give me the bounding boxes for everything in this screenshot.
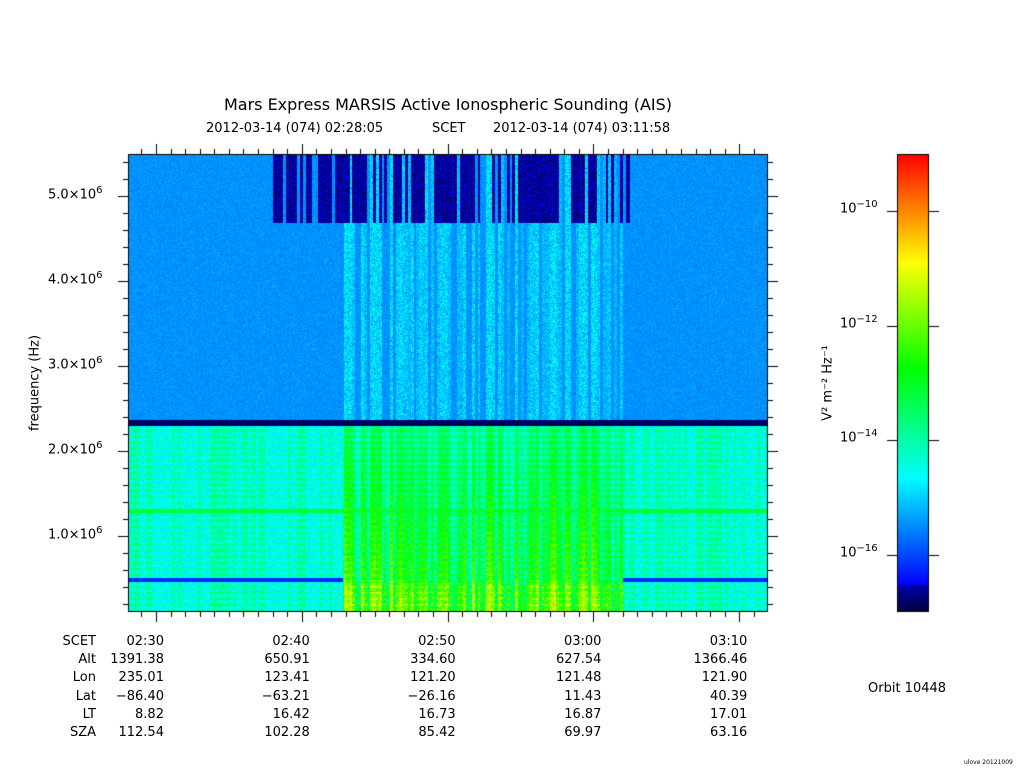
table-cell: 235.01: [118, 670, 164, 686]
table-cell: −63.21: [261, 688, 310, 704]
table-row-label: Lon: [72, 670, 96, 686]
x-tick-label: 02:40: [272, 634, 310, 649]
table-cell: 11.43: [564, 688, 602, 704]
colorbar-tick-label: 10−12: [840, 313, 878, 332]
colorbar-tick-label: 10−14: [840, 428, 878, 446]
y-tick-label: 4.0×106: [48, 270, 103, 288]
chart-title: Mars Express MARSIS Active Ionospheric S…: [223, 95, 673, 114]
x-tick-label: 02:50: [418, 634, 456, 649]
table-cell: 102.28: [264, 725, 310, 740]
orbit-number: Orbit 10448: [868, 681, 947, 696]
table-cell: 123.41: [264, 670, 310, 686]
table-cell: 1391.38: [110, 652, 164, 668]
table-cell: 63.16: [710, 725, 748, 740]
table-cell: 121.48: [555, 670, 602, 686]
time-start: 2012-03-14 (074) 02:28:05: [206, 121, 384, 136]
table-cell: 17.01: [710, 706, 748, 722]
table-cell: −86.40: [115, 688, 164, 704]
table-row-label: Lat: [75, 688, 96, 704]
colorbar-tick-label: 10−10: [840, 199, 878, 217]
table-cell: 121.90: [701, 670, 748, 686]
table-row-label: SZA: [69, 725, 96, 740]
table-cell: 121.20: [410, 670, 456, 686]
time-label: SCET: [432, 121, 466, 136]
table-cell: 112.54: [118, 725, 164, 740]
table-cell: 85.42: [418, 725, 456, 740]
table-cell: 650.91: [264, 652, 310, 668]
time-end: 2012-03-14 (074) 03:11:58: [493, 121, 671, 136]
x-tick-label: 02:30: [126, 634, 164, 649]
table-cell: 40.39: [710, 688, 748, 704]
y-tick-label: 3.0×106: [48, 355, 103, 373]
x-tick-label: 03:10: [709, 634, 748, 649]
y-axis-label: frequency (Hz): [27, 334, 43, 432]
table-cell: 16.87: [564, 706, 602, 722]
colorbar-tick-label: 10−16: [840, 542, 878, 561]
table-cell: 16.73: [418, 706, 456, 722]
table-row-label: Alt: [78, 652, 96, 668]
table-cell: 627.54: [555, 652, 602, 668]
table-cell: 334.60: [410, 652, 456, 668]
table-row-label: LT: [82, 706, 96, 722]
table-row-label: SCET: [62, 634, 96, 649]
y-tick-label: 1.0×106: [48, 524, 103, 542]
x-tick-label: 03:00: [563, 634, 602, 649]
table-cell: −26.16: [407, 688, 456, 704]
colorbar-label: V² m⁻² Hz⁻¹: [820, 345, 836, 421]
table-cell: 8.82: [135, 706, 164, 722]
y-tick-label: 2.0×106: [48, 439, 103, 458]
table-cell: 16.42: [272, 706, 310, 722]
table-cell: 69.97: [564, 725, 602, 740]
table-cell: 1366.46: [693, 652, 748, 668]
y-tick-label: 5.0×106: [48, 185, 103, 203]
credit-stamp: ulove 20121009: [964, 759, 1013, 766]
